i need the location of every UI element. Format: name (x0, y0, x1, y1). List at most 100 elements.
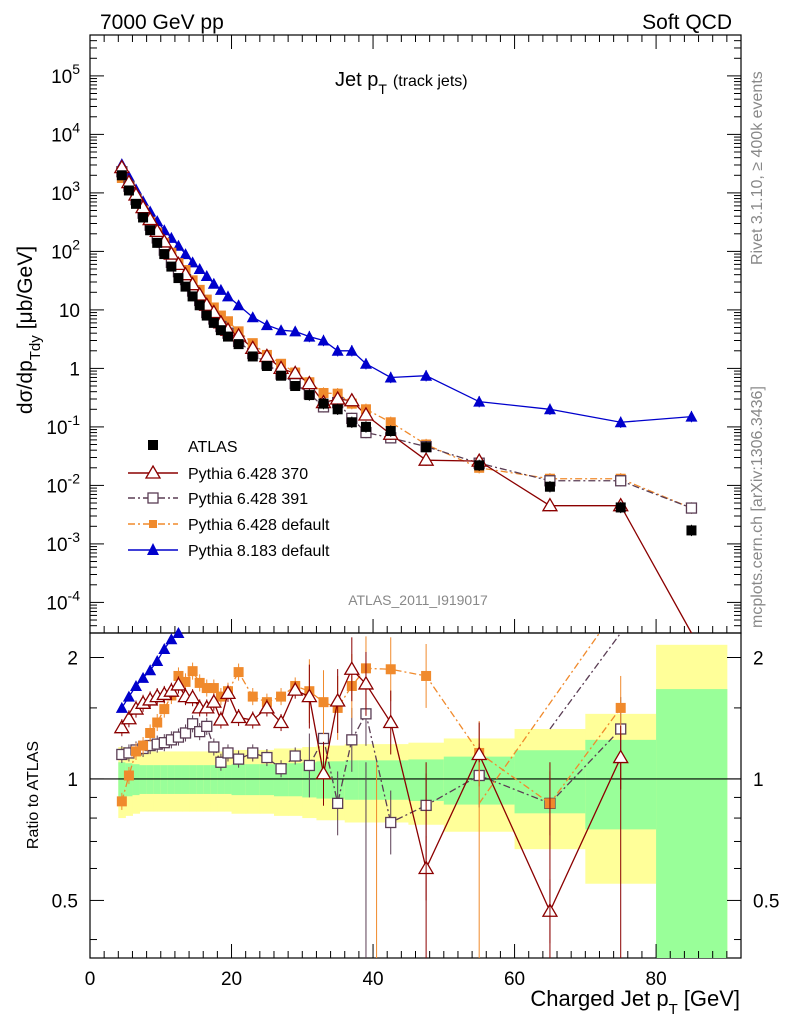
data-point (473, 395, 486, 407)
ratio-tick-label: 0.5 (52, 891, 78, 912)
x-axis-label: Charged Jet pT [GeV] (530, 986, 740, 1018)
legend: ATLAS Pythia 6.428 370 Pythia 6.428 391 … (128, 439, 330, 560)
ratio-point-p8 (115, 701, 128, 713)
y-tick-label: 10-2 (46, 470, 80, 497)
svg-text:Pythia 6.428 391: Pythia 6.428 391 (188, 491, 308, 508)
data-point (233, 339, 244, 350)
svg-text:Pythia 6.428 default: Pythia 6.428 default (188, 517, 330, 534)
data-point (385, 417, 396, 428)
ratio-point (201, 720, 213, 733)
ratio-tick-label-right: 0.5 (753, 891, 779, 912)
ratio-tick-label-right: 2 (753, 648, 764, 669)
legend-item-p6-default: Pythia 6.428 default (128, 517, 330, 534)
data-point (222, 331, 233, 342)
data-point (544, 481, 555, 492)
data-point (287, 365, 304, 380)
data-point (331, 344, 344, 356)
data-point (138, 212, 149, 223)
data-point (543, 403, 556, 415)
ratio-point-p8 (137, 671, 150, 683)
ratio-point (247, 691, 258, 702)
data-point (385, 426, 396, 437)
band-inner (118, 762, 126, 798)
ratio-point (258, 699, 276, 714)
data-point (173, 273, 184, 284)
header-left: 7000 GeV pp (100, 11, 224, 34)
data-point (180, 281, 191, 292)
ratio-point (421, 670, 432, 681)
ratio-point (145, 727, 156, 738)
data-point (247, 351, 258, 362)
data-point (152, 237, 163, 248)
data-point (360, 421, 371, 432)
data-point (130, 198, 141, 209)
y-tick-label: 10-1 (46, 412, 80, 439)
ratio-point (315, 765, 332, 780)
series-line (121, 177, 692, 509)
ratio-tick-label: 2 (67, 648, 78, 669)
y-tick-label: 10-3 (46, 529, 80, 556)
ratio-point (215, 756, 227, 768)
ratio-point (329, 692, 346, 707)
ratio-point (159, 704, 170, 715)
data-point (200, 269, 213, 281)
data-point (232, 299, 245, 311)
data-point (318, 387, 329, 398)
ratio-point-p8 (165, 633, 178, 645)
y-tick-label: 105 (51, 61, 80, 88)
ratio-point (222, 747, 234, 759)
x-tick-label: 0 (85, 969, 96, 990)
data-point (221, 290, 234, 302)
ratio-point (471, 746, 488, 761)
ratio-point (615, 702, 626, 713)
x-tick-label: 20 (221, 969, 242, 990)
x-tick-label: 40 (362, 969, 383, 990)
ratio-point (194, 677, 205, 688)
series-line (121, 163, 692, 423)
ratio-point (332, 797, 344, 810)
data-point (420, 369, 433, 381)
data-point (686, 525, 697, 536)
data-point (194, 300, 205, 311)
data-point (417, 451, 435, 466)
data-point (179, 248, 192, 260)
band-inner (245, 764, 261, 796)
data-point (116, 170, 127, 181)
data-point (332, 404, 343, 415)
ratio-point (287, 681, 304, 696)
data-point (384, 371, 397, 383)
data-point (345, 344, 358, 356)
plot-title: Jet pT (track jets) (335, 69, 468, 97)
ratio-point (180, 676, 191, 687)
ratio-point (152, 717, 163, 728)
x-tick-label: 60 (504, 969, 525, 990)
data-point (303, 330, 316, 342)
ratio-point (208, 741, 220, 753)
y-tick-label: 10 (59, 301, 80, 322)
data-point (318, 398, 329, 409)
band-inner (231, 764, 247, 796)
rivet-version-label: Rivet 3.1.10, ≥ 400k events (749, 71, 766, 265)
band-inner (132, 764, 141, 796)
ratio-point (138, 740, 149, 751)
data-point (304, 390, 315, 401)
data-point (685, 410, 698, 422)
ratio-point-p8 (122, 690, 135, 702)
legend-item-p6-391: Pythia 6.428 391 (128, 491, 308, 508)
svg-text:Pythia 8.183 default: Pythia 8.183 default (188, 543, 330, 560)
data-point (685, 502, 698, 514)
ratio-point (357, 675, 375, 690)
ratio-point (113, 719, 130, 734)
data-point (421, 442, 432, 453)
data-point (615, 502, 626, 513)
ratio-layer (113, 627, 629, 958)
legend-item-atlas: ATLAS (148, 439, 238, 456)
ratio-point (346, 734, 358, 746)
data-point (186, 256, 199, 268)
ratio-point (120, 710, 138, 725)
data-point (276, 370, 287, 381)
data-point (123, 185, 134, 196)
data-point (615, 475, 627, 487)
data-point (187, 291, 198, 302)
ratio-point (382, 714, 399, 729)
